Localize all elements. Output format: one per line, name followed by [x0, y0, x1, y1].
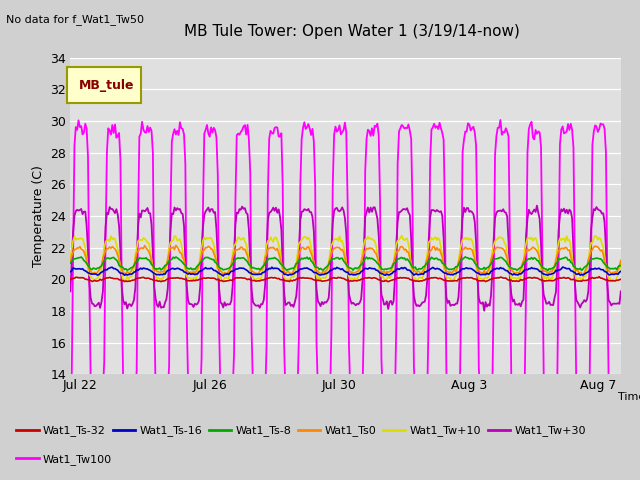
X-axis label: Time: Time — [618, 392, 640, 402]
Legend: Wat1_Ts-32, Wat1_Ts-16, Wat1_Ts-8, Wat1_Ts0, Wat1_Tw+10, Wat1_Tw+30: Wat1_Ts-32, Wat1_Ts-16, Wat1_Ts-8, Wat1_… — [12, 421, 591, 441]
Text: MB Tule Tower: Open Water 1 (3/19/14-now): MB Tule Tower: Open Water 1 (3/19/14-now… — [184, 24, 520, 39]
Text: MB_tule: MB_tule — [79, 79, 134, 92]
Text: No data for f_Wat1_Tw50: No data for f_Wat1_Tw50 — [6, 14, 145, 25]
Y-axis label: Temperature (C): Temperature (C) — [32, 165, 45, 267]
Legend: Wat1_Tw100: Wat1_Tw100 — [12, 450, 116, 469]
